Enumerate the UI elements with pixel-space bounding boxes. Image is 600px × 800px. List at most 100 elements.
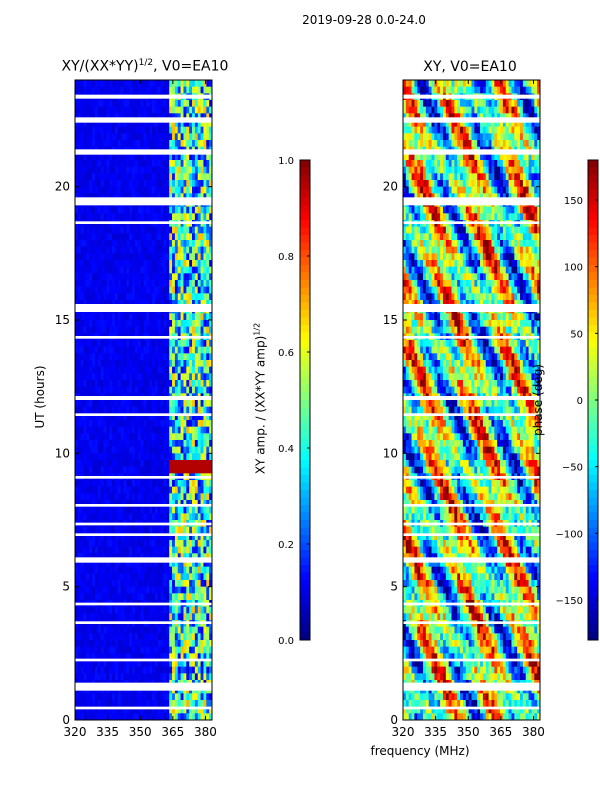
right-heatmap-cell (511, 80, 515, 88)
left-heatmap-cell (89, 280, 93, 288)
left-heatmap-cell (180, 233, 184, 241)
left-heatmap-cell (123, 500, 127, 508)
left-heatmap-cell (183, 126, 187, 134)
left-heatmap-cell (109, 553, 113, 561)
right-heatmap-cell (508, 86, 512, 94)
left-heatmap-cell (129, 406, 133, 414)
left-heatmap-cell (80, 153, 84, 161)
left-heatmap-cell (209, 153, 213, 161)
left-heatmap-cell (209, 633, 213, 641)
left-heatmap-cell (112, 573, 116, 581)
left-heatmap-cell (114, 413, 119, 421)
left-heatmap-cell (203, 446, 207, 454)
left-heatmap-cell (75, 700, 79, 708)
left-heatmap-cell (80, 380, 84, 388)
left-heatmap-cell (169, 613, 173, 621)
left-heatmap-cell (200, 326, 204, 334)
left-heatmap-cell (149, 213, 153, 221)
left-heatmap-cell (149, 713, 153, 721)
left-heatmap-cell (132, 353, 136, 361)
left-heatmap-cell (152, 126, 156, 134)
left-heatmap-cell (80, 666, 84, 674)
left-heatmap-cell (186, 133, 190, 141)
right-heatmap-cell (422, 120, 427, 128)
left-heatmap-cell (120, 626, 124, 634)
left-heatmap-cell (123, 420, 127, 428)
left-heatmap-cell (94, 660, 99, 668)
left-heatmap-cell (169, 420, 173, 428)
right-heatmap-cell (428, 100, 432, 108)
left-heatmap-cell (83, 373, 87, 381)
left-heatmap-cell (200, 666, 204, 674)
left-heatmap-cell (75, 160, 79, 168)
left-heatmap-cell (189, 280, 193, 288)
left-heatmap-cell (154, 660, 159, 668)
left-heatmap-cell (206, 173, 210, 181)
left-heatmap-cell (83, 633, 87, 641)
left-heatmap-cell (154, 666, 159, 674)
right-heatmap-cell (471, 80, 475, 88)
left-heatmap-cell (112, 360, 116, 368)
left-heatmap-cell (120, 500, 124, 508)
left-heatmap-cell (83, 100, 87, 108)
right-heatmap-cell (448, 100, 452, 108)
left-heatmap-cell (114, 106, 119, 114)
left-heatmap-cell (100, 293, 104, 301)
left-heatmap-cell (157, 526, 162, 534)
left-heatmap-cell (209, 560, 213, 568)
left-heatmap-cell (129, 346, 133, 354)
left-heatmap-cell (172, 446, 176, 454)
left-heatmap-cell (186, 320, 190, 328)
left-heatmap-cell (114, 673, 119, 681)
left-heatmap-cell (86, 606, 90, 614)
left-heatmap-cell (132, 153, 136, 161)
left-heatmap-cell (149, 346, 153, 354)
left-data-gap (75, 533, 212, 536)
left-heatmap-cell (80, 566, 84, 574)
left-heatmap-cell (83, 326, 87, 334)
left-heatmap-cell (114, 646, 119, 654)
right-heatmap-cell (505, 120, 509, 128)
left-heatmap-cell (134, 440, 139, 448)
right-heatmap-cell (417, 106, 421, 114)
left-heatmap-cell (97, 540, 102, 548)
left-heatmap-cell (100, 360, 104, 368)
left-heatmap-cell (100, 366, 104, 374)
left-heatmap-cell (103, 406, 107, 414)
left-heatmap-cell (197, 373, 201, 381)
right-heatmap-cell (497, 86, 501, 94)
left-heatmap-cell (183, 226, 187, 234)
left-heatmap-cell (80, 453, 84, 461)
left-heatmap-cell (97, 373, 102, 381)
left-heatmap-cell (86, 266, 90, 274)
left-heatmap-cell (177, 113, 181, 121)
left-heatmap-cell (112, 433, 116, 441)
left-heatmap-cell (129, 140, 133, 148)
left-heatmap-cell (77, 400, 82, 408)
left-heatmap-cell (77, 273, 82, 281)
left-heatmap-cell (92, 606, 96, 614)
left-heatmap-cell (146, 166, 150, 174)
left-heatmap-cell (83, 420, 87, 428)
right-heatmap-cell (474, 106, 478, 114)
left-heatmap-cell (152, 386, 156, 394)
left-heatmap-cell (112, 313, 116, 321)
right-heatmap-cell (471, 120, 475, 128)
left-heatmap-cell (149, 666, 153, 674)
left-heatmap-cell (194, 226, 199, 234)
left-heatmap-cell (192, 273, 196, 281)
left-heatmap-cell (172, 693, 176, 701)
left-heatmap-cell (157, 206, 162, 214)
left-heatmap-cell (132, 233, 136, 241)
right-heatmap-cell (497, 106, 501, 114)
left-heatmap-cell (92, 433, 96, 441)
right-heatmap-cell (525, 120, 529, 128)
left-heatmap-cell (194, 713, 199, 721)
left-heatmap-cell (109, 506, 113, 514)
left-heatmap-cell (149, 426, 153, 434)
left-heatmap-cell (166, 546, 170, 554)
left-heatmap-cell (160, 373, 164, 381)
left-heatmap-cell (146, 126, 150, 134)
left-heatmap-cell (174, 640, 179, 648)
left-heatmap-cell (149, 380, 153, 388)
